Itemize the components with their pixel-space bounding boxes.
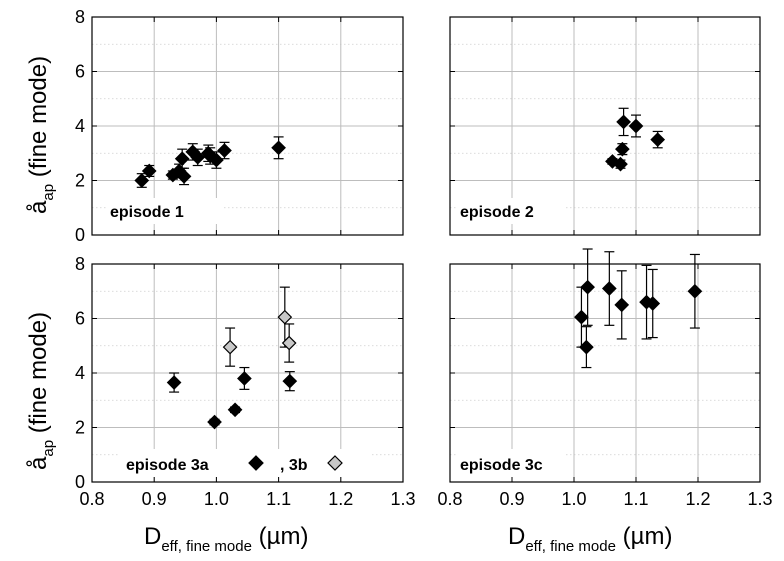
panel-episode-2: episode 2 [449,16,761,236]
x-axis-title-right: Deff, fine mode (µm) [508,523,672,555]
data-point-diamond [614,297,630,313]
x-tick-label: 0.9 [142,489,167,509]
legend-marker-3a [248,455,264,471]
plot-frame [449,16,761,236]
panel-episode-3c: 0.8 0.9 1.0 1.1 1.2 1.3 episode 3c [437,248,773,509]
data-point-diamond [174,151,190,167]
data-point-diamond [209,152,224,168]
panel-episode-3a-3b: 0 2 4 6 8 0.8 0.9 1.0 1.1 1.2 1.3 episode 3a , 3b [75,254,416,509]
data-point-diamond [166,375,182,390]
tick-labels: 0 2 4 6 8 0.8 0.9 1.0 1.1 1.2 1.3 [75,254,416,509]
x-tick-label: 1.3 [390,489,415,509]
x-tick-label: 1.2 [328,489,353,509]
annotation-box [456,198,566,224]
annotation-box [456,449,566,477]
tick-labels: 0.8 0.9 1.0 1.1 1.2 1.3 [437,489,772,509]
data-markers [134,136,286,188]
y-axis-title-top: åap (fine mode) [25,56,57,214]
y-tick-label: 4 [75,363,85,383]
data-point-diamond [134,173,150,188]
x-tick-label: 1.1 [266,489,291,509]
y-tick-label: 8 [75,254,85,274]
y-tick-label: 6 [75,309,85,329]
data-point-diamond [281,335,297,351]
x-tick-label: 1.0 [561,489,586,509]
data-point-diamond [574,309,589,325]
panel-episode-1: 0 2 4 6 8 episode 1 [75,7,404,245]
episode-label: episode 1 [110,204,184,221]
data-point-diamond [687,283,703,299]
data-point-diamond [227,402,243,418]
y-tick-label: 2 [75,171,85,191]
data-point-diamond [176,169,192,184]
episode-label: episode 3c [460,457,543,474]
data-point-diamond [190,149,206,165]
data-point-diamond [645,296,661,311]
y-tick-label: 0 [75,225,85,245]
data-markers [574,248,703,369]
annotation-box [106,198,224,224]
y-axis-title-bottom: åap (fine mode) [25,312,57,470]
x-tick-label: 1.2 [685,489,710,509]
data-point-diamond [282,373,298,389]
data-point-diamond [271,140,286,156]
data-point-diamond [217,143,232,158]
plot-frame [449,263,761,483]
legend-marker-3b [327,455,343,471]
data-markers [166,286,298,430]
data-point-diamond [628,118,644,134]
y-tick-label: 2 [75,418,85,438]
data-point-diamond [650,132,666,147]
data-point-diamond [207,414,222,430]
data-point-diamond [237,371,252,386]
data-point-diamond [616,114,631,130]
y-tick-label: 6 [75,62,85,82]
data-point-diamond [601,281,617,296]
data-point-diamond [613,156,628,172]
data-point-diamond [141,163,157,179]
x-tick-label: 0.8 [437,489,462,509]
gridlines [450,264,760,482]
tick-labels: 0 2 4 6 8 [75,7,85,245]
data-point-diamond [580,279,595,295]
episode-label-3a: episode 3a [126,457,209,474]
data-point-diamond [579,339,594,355]
x-tick-label: 0.8 [79,489,104,509]
x-axis-title-left: Deff, fine mode (µm) [144,523,308,555]
data-point-diamond [615,141,630,157]
episode-label-3b: , 3b [280,457,308,474]
x-tick-label: 1.0 [204,489,229,509]
data-point-diamond [222,339,238,355]
data-markers [605,107,666,172]
gridlines [92,264,403,482]
episode-label: episode 2 [460,204,534,221]
plot-frame [91,16,404,236]
x-tick-label: 0.9 [499,489,524,509]
y-tick-label: 0 [75,472,85,492]
y-tick-label: 8 [75,7,85,27]
y-tick-label: 4 [75,116,85,136]
x-tick-label: 1.1 [623,489,648,509]
x-tick-label: 1.3 [747,489,772,509]
plot-frame [91,263,404,483]
